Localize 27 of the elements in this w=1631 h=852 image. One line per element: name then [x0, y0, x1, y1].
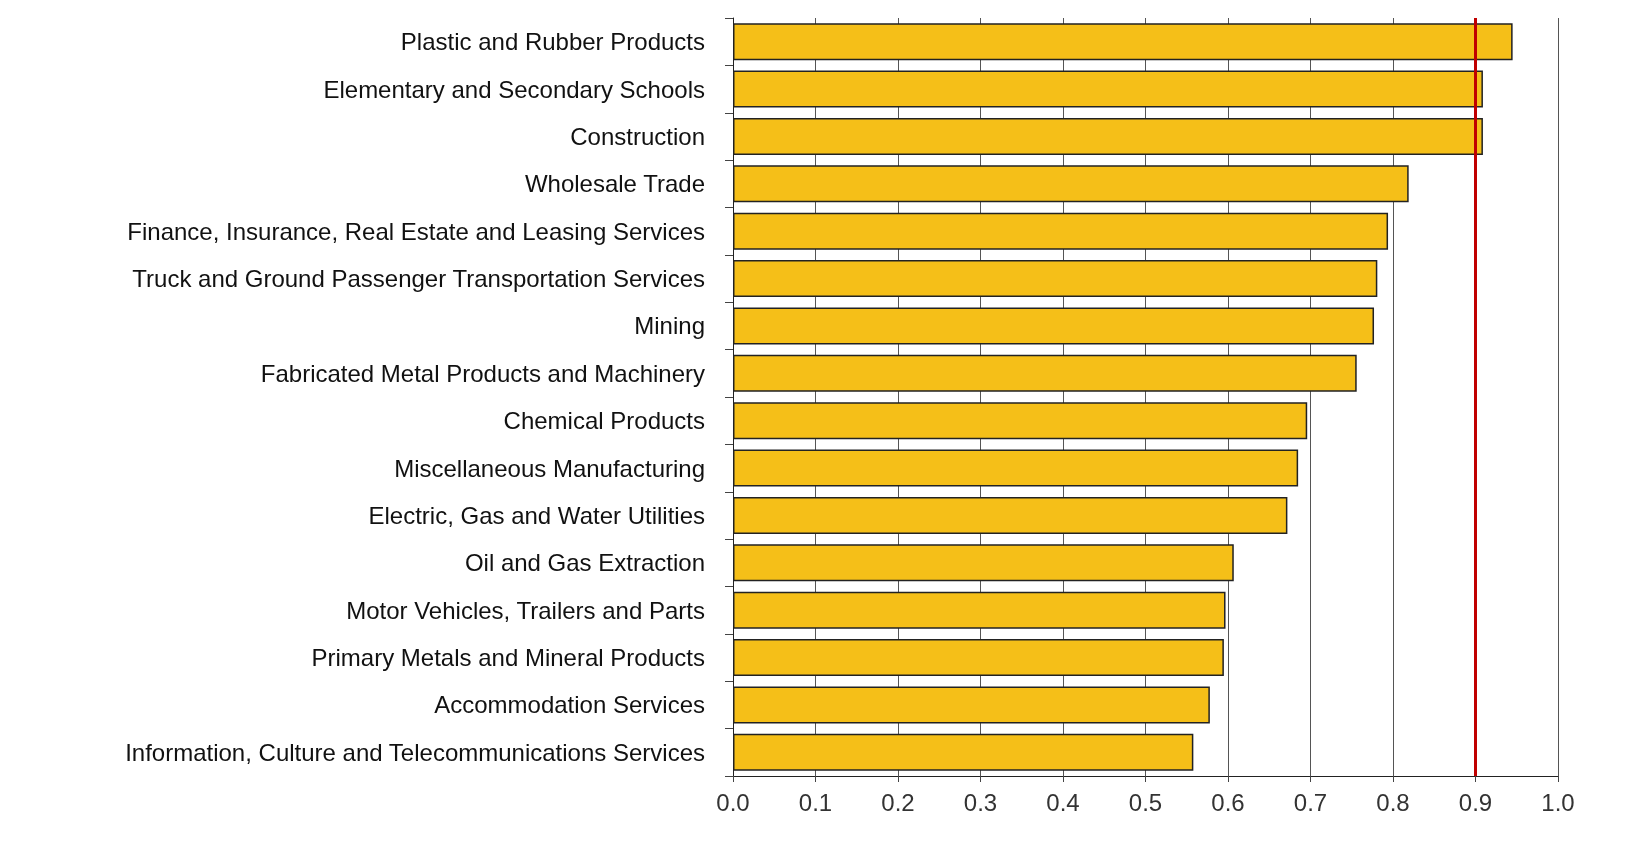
x-tick-label: 0.1 — [798, 788, 833, 816]
y-tick-label: Plastic and Rubber Products — [400, 28, 705, 56]
y-tick-label: Truck and Ground Passenger Transportation Services — [132, 265, 705, 293]
y-tick-label: Motor Vehicles, Trailers and Parts — [346, 596, 705, 624]
x-tick-label: 0.4 — [1046, 788, 1080, 816]
x-tick-label: 0.7 — [1293, 788, 1328, 816]
y-tick-label: Wholesale Trade — [524, 170, 705, 198]
y-tick-label: Fabricated Metal Products and Machinery — [260, 359, 705, 387]
x-tick-label: 0.3 — [963, 788, 998, 816]
y-tick-label: Oil and Gas Extraction — [464, 549, 705, 577]
x-tick-label: 1.0 — [1541, 788, 1575, 816]
x-tick-label: 0.5 — [1128, 788, 1163, 816]
x-tick-label: 0.9 — [1458, 788, 1493, 816]
y-tick-label: Finance, Insurance, Real Estate and Leasing Services — [127, 217, 705, 245]
y-tick-label: Accommodation Services — [434, 691, 705, 719]
x-tick-label: 0.8 — [1376, 788, 1410, 816]
y-tick-label: Information, Culture and Telecommunications Services — [125, 738, 705, 766]
x-tick-label: 0.0 — [716, 788, 750, 816]
y-tick-label: Electric, Gas and Water Utilities — [368, 501, 705, 529]
y-tick-label: Chemical Products — [503, 407, 705, 435]
x-tick-label: 0.6 — [1211, 788, 1245, 816]
y-tick-label: Primary Metals and Mineral Products — [311, 644, 705, 672]
x-tick-label: 0.2 — [881, 788, 915, 816]
y-tick-label: Elementary and Secondary Schools — [323, 75, 705, 103]
y-tick-label: Mining — [634, 312, 705, 340]
y-tick-label: Construction — [570, 122, 705, 150]
y-tick-label: Miscellaneous Manufacturing — [394, 454, 705, 482]
